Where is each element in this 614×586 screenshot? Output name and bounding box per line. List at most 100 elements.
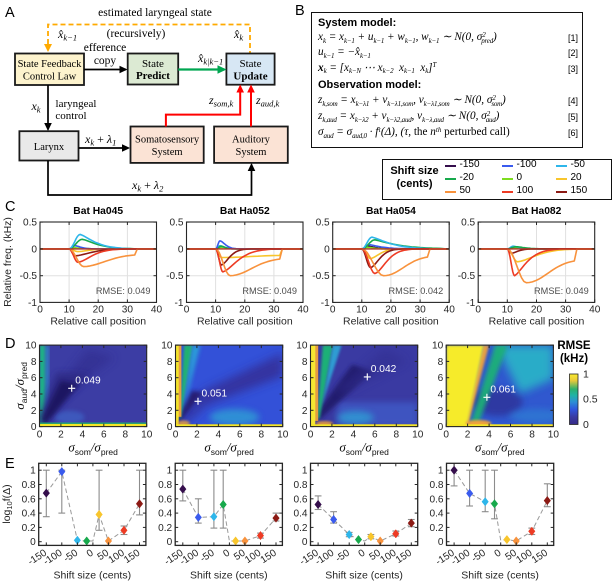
svg-text:RMSE: 0.042: RMSE: 0.042	[389, 286, 444, 296]
svg-text:Shift size (cents): Shift size (cents)	[325, 569, 403, 581]
svg-text:copy: copy	[94, 55, 117, 67]
svg-text:-0.5: -0.5	[166, 271, 184, 282]
svg-text:10: 10	[141, 430, 153, 441]
svg-text:0.4: 0.4	[158, 509, 172, 520]
svg-text:6: 6	[167, 373, 173, 384]
svg-text:0.042: 0.042	[371, 364, 397, 375]
svg-text:0: 0	[37, 304, 43, 315]
svg-text:efference: efference	[84, 42, 127, 54]
svg-text:(kHz): (kHz)	[560, 353, 588, 365]
svg-text:Shift size (cents): Shift size (cents)	[190, 569, 268, 581]
svg-text:0.061: 0.061	[490, 384, 516, 395]
svg-text:10: 10	[161, 341, 173, 352]
svg-text:RMSE: 0.049: RMSE: 0.049	[242, 286, 297, 296]
svg-text:0: 0	[330, 304, 336, 315]
svg-text:-0.5: -0.5	[312, 271, 330, 282]
svg-text:Bat Ha054: Bat Ha054	[366, 206, 416, 217]
svg-text:6: 6	[508, 430, 514, 441]
svg-text:8: 8	[167, 357, 173, 368]
svg-text:6: 6	[31, 373, 37, 384]
svg-text:0.8: 0.8	[158, 480, 172, 491]
svg-text:40: 40	[589, 304, 601, 315]
svg-text:4: 4	[438, 390, 444, 401]
svg-text:-0.5: -0.5	[20, 271, 38, 282]
svg-text:1: 1	[583, 369, 589, 381]
svg-text:xk + λ1: xk + λ1	[84, 132, 116, 148]
svg-text:4: 4	[486, 430, 492, 441]
svg-text:RMSE: RMSE	[557, 340, 591, 352]
svg-text:0.8: 0.8	[429, 480, 443, 491]
svg-text:Update: Update	[233, 70, 267, 82]
svg-text:0.5: 0.5	[583, 394, 598, 406]
svg-text:10: 10	[25, 341, 37, 352]
svg-text:State Feedback: State Feedback	[18, 59, 83, 70]
svg-text:0.5: 0.5	[169, 218, 183, 229]
svg-text:2: 2	[167, 406, 173, 417]
svg-text:20: 20	[385, 304, 397, 315]
svg-text:0: 0	[583, 419, 589, 431]
svg-text:-1: -1	[466, 298, 475, 309]
svg-text:Auditory: Auditory	[232, 134, 271, 145]
svg-text:-100: -100	[42, 547, 65, 567]
svg-text:D: D	[5, 336, 15, 352]
svg-text:150: 150	[259, 547, 279, 566]
svg-text:4: 4	[216, 430, 222, 441]
svg-text:2: 2	[465, 430, 471, 441]
svg-text:Relative call position: Relative call position	[197, 315, 293, 327]
svg-text:10: 10	[210, 304, 222, 315]
svg-text:2: 2	[194, 430, 200, 441]
svg-text:State: State	[240, 58, 262, 70]
svg-text:x̂k−1: x̂k−1	[57, 27, 77, 43]
svg-text:0.2: 0.2	[293, 523, 307, 534]
svg-text:0.2: 0.2	[429, 523, 443, 534]
svg-text:0: 0	[167, 537, 173, 548]
svg-text:-50: -50	[198, 547, 216, 564]
svg-text:A: A	[5, 5, 15, 21]
svg-text:2: 2	[302, 406, 308, 417]
svg-text:40: 40	[297, 304, 309, 315]
svg-text:laryngeal: laryngeal	[56, 98, 97, 110]
svg-text:control: control	[55, 110, 86, 122]
svg-text:0: 0	[85, 547, 96, 559]
svg-text:E: E	[5, 456, 15, 472]
svg-text:0: 0	[37, 430, 43, 441]
svg-text:RMSE: 0.049: RMSE: 0.049	[96, 286, 151, 296]
svg-text:Shift size (cents): Shift size (cents)	[53, 569, 131, 581]
svg-text:0: 0	[31, 244, 37, 255]
svg-text:30: 30	[560, 304, 572, 315]
svg-text:0: 0	[173, 430, 179, 441]
svg-text:1: 1	[302, 466, 308, 477]
svg-text:0: 0	[178, 244, 184, 255]
svg-text:-1: -1	[175, 298, 184, 309]
svg-text:40: 40	[151, 304, 163, 315]
svg-text:8: 8	[258, 430, 264, 441]
svg-text:4: 4	[302, 390, 308, 401]
svg-text:Larynx: Larynx	[34, 142, 65, 153]
svg-text:0.2: 0.2	[158, 523, 172, 534]
svg-text:System: System	[152, 147, 183, 158]
svg-text:0: 0	[438, 422, 444, 433]
svg-text:10: 10	[502, 304, 514, 315]
svg-text:4: 4	[31, 390, 37, 401]
svg-text:zaud,k: zaud,k	[255, 93, 280, 109]
svg-text:σsom/σpred: σsom/σpred	[68, 440, 118, 457]
svg-text:xk + λ2: xk + λ2	[131, 178, 164, 194]
svg-text:Shift size (cents): Shift size (cents)	[461, 569, 539, 581]
svg-text:-50: -50	[62, 547, 80, 564]
svg-text:8: 8	[122, 430, 128, 441]
svg-text:150: 150	[122, 547, 142, 566]
svg-text:8: 8	[31, 357, 37, 368]
svg-text:0: 0	[184, 304, 190, 315]
svg-text:1: 1	[438, 466, 444, 477]
svg-text:0: 0	[302, 537, 308, 548]
svg-text:0.4: 0.4	[293, 509, 307, 520]
svg-text:30: 30	[122, 304, 134, 315]
svg-text:σsom/σpred: σsom/σpred	[339, 440, 389, 457]
svg-text:Relative call position: Relative call position	[489, 315, 585, 327]
svg-text:10: 10	[63, 304, 75, 315]
svg-text:10: 10	[277, 430, 289, 441]
svg-text:20: 20	[93, 304, 105, 315]
svg-text:Bat Ha045: Bat Ha045	[73, 206, 123, 217]
svg-text:10: 10	[296, 341, 308, 352]
svg-text:2: 2	[438, 406, 444, 417]
